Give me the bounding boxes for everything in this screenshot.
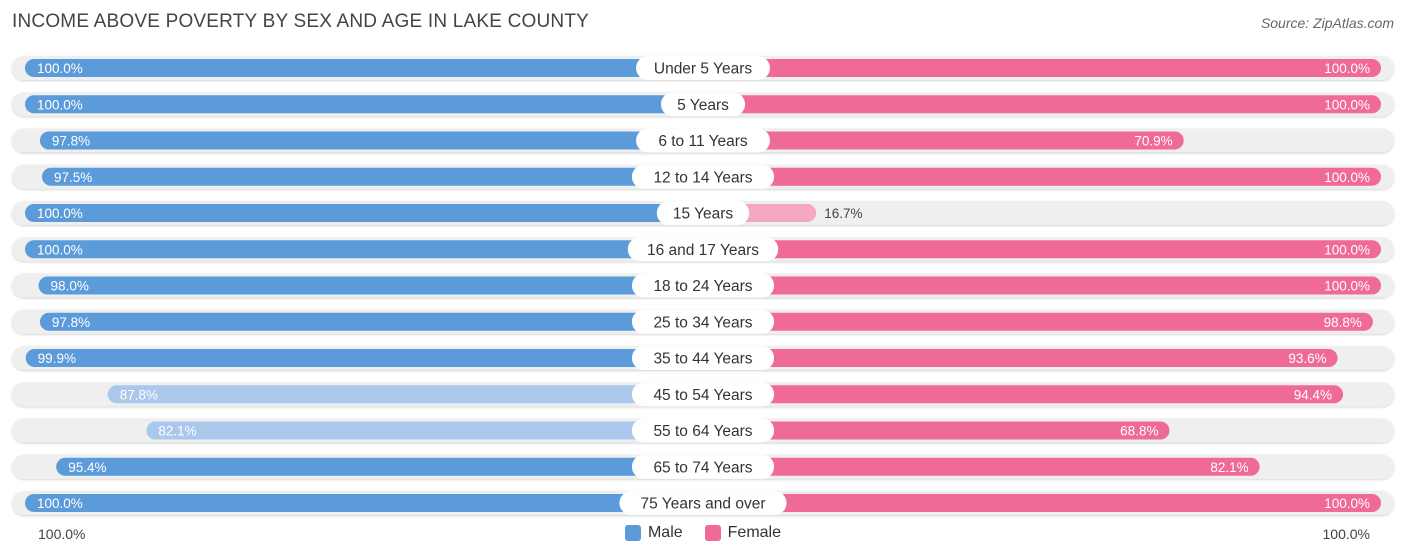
category-pill (631, 418, 775, 443)
male-bar (25, 204, 703, 222)
category-label: Under 5 Years (654, 61, 752, 78)
male-bar (25, 349, 704, 367)
female-value-label: 82.1% (1210, 460, 1248, 475)
axis-left-value: 100.0% (38, 526, 86, 542)
chart-title: INCOME ABOVE POVERTY BY SEX AND AGE IN L… (12, 11, 590, 32)
female-bar (703, 95, 1381, 114)
category-pill (627, 237, 779, 262)
male-bar (56, 457, 704, 476)
legend-item-female[interactable]: Female (704, 524, 782, 542)
female-value-label: 98.8% (1324, 315, 1362, 330)
category-label: 16 and 17 Years (647, 242, 759, 259)
female-value-label: 94.4% (1294, 387, 1332, 402)
male-bar (25, 95, 703, 114)
category-label: 15 Years (673, 206, 734, 223)
legend: Male Female (0, 524, 1406, 542)
female-value-label: 93.6% (1288, 351, 1326, 366)
legend-item-male[interactable]: Male (624, 524, 683, 542)
male-bar (39, 312, 703, 331)
female-value-label: 16.7% (824, 206, 862, 221)
female-bar (703, 349, 1338, 367)
male-bar (146, 421, 703, 440)
category-pill (631, 346, 775, 370)
female-value-label: 100.0% (1324, 496, 1370, 511)
female-value-label: 100.0% (1324, 61, 1370, 76)
category-pill (636, 128, 770, 153)
male-value-label: 87.8% (120, 387, 158, 402)
category-label: 45 to 54 Years (653, 387, 752, 404)
category-pill (631, 382, 775, 407)
female-bar (703, 240, 1381, 259)
category-label: 75 Years and over (641, 496, 766, 513)
category-label: 18 to 24 Years (653, 278, 752, 295)
male-bar (107, 385, 703, 404)
category-label: 6 to 11 Years (658, 133, 748, 150)
female-value-label: 70.9% (1134, 134, 1172, 149)
category-pill (636, 56, 770, 80)
legend-label-male: Male (647, 524, 683, 541)
male-value-label: 82.1% (158, 424, 196, 439)
male-value-label: 100.0% (37, 61, 83, 76)
female-value-label: 100.0% (1324, 242, 1370, 257)
category-label: 12 to 14 Years (653, 169, 752, 186)
male-bar (25, 59, 703, 77)
bar-chart: 100.0% 100.0% Under 5 Years 100.0% 100.0% 5 Y… (12, 56, 1394, 515)
female-value-label: 100.0% (1324, 97, 1370, 112)
female-bar (703, 494, 1381, 512)
female-value-label: 68.8% (1120, 424, 1158, 439)
female-bar (703, 457, 1260, 476)
category-pill (631, 164, 775, 189)
male-value-label: 100.0% (37, 496, 83, 511)
male-value-label: 97.8% (52, 315, 90, 330)
category-pill (631, 273, 775, 298)
female-bar (703, 59, 1381, 77)
male-value-label: 100.0% (37, 242, 83, 257)
category-pill (656, 201, 750, 225)
male-value-label: 95.4% (68, 460, 106, 475)
female-bar (703, 421, 1170, 440)
male-value-label: 97.8% (52, 134, 90, 149)
source-credit: Source: ZipAtlas.com (1260, 15, 1394, 31)
legend-swatch-male (624, 525, 641, 541)
legend-swatch-female (704, 525, 721, 541)
male-value-label: 99.9% (38, 351, 76, 366)
male-value-label: 97.5% (54, 170, 92, 185)
category-label: 55 to 64 Years (653, 423, 752, 440)
female-value-label: 100.0% (1324, 279, 1370, 294)
category-label: 25 to 34 Years (653, 314, 752, 331)
category-label: 35 to 44 Years (653, 351, 752, 368)
category-label: 65 to 74 Years (653, 459, 752, 476)
legend-label-female: Female (727, 524, 782, 541)
male-bar (25, 494, 703, 512)
female-value-label: 100.0% (1324, 170, 1370, 185)
male-value-label: 100.0% (37, 206, 83, 221)
category-pill (631, 454, 775, 479)
male-value-label: 100.0% (37, 97, 83, 112)
male-bar (25, 240, 703, 259)
female-bar (703, 385, 1344, 404)
male-bar (39, 131, 703, 150)
male-bar (41, 167, 703, 186)
category-pill (619, 491, 787, 515)
axis-right-value: 100.0% (1322, 526, 1370, 542)
female-bar (703, 167, 1381, 186)
male-bar (38, 276, 704, 295)
female-bar (703, 312, 1373, 331)
female-bar (703, 131, 1184, 150)
category-pill (660, 92, 746, 117)
male-value-label: 98.0% (51, 279, 89, 294)
category-label: 5 Years (677, 97, 729, 114)
category-pill (631, 309, 775, 334)
female-bar (703, 276, 1381, 295)
